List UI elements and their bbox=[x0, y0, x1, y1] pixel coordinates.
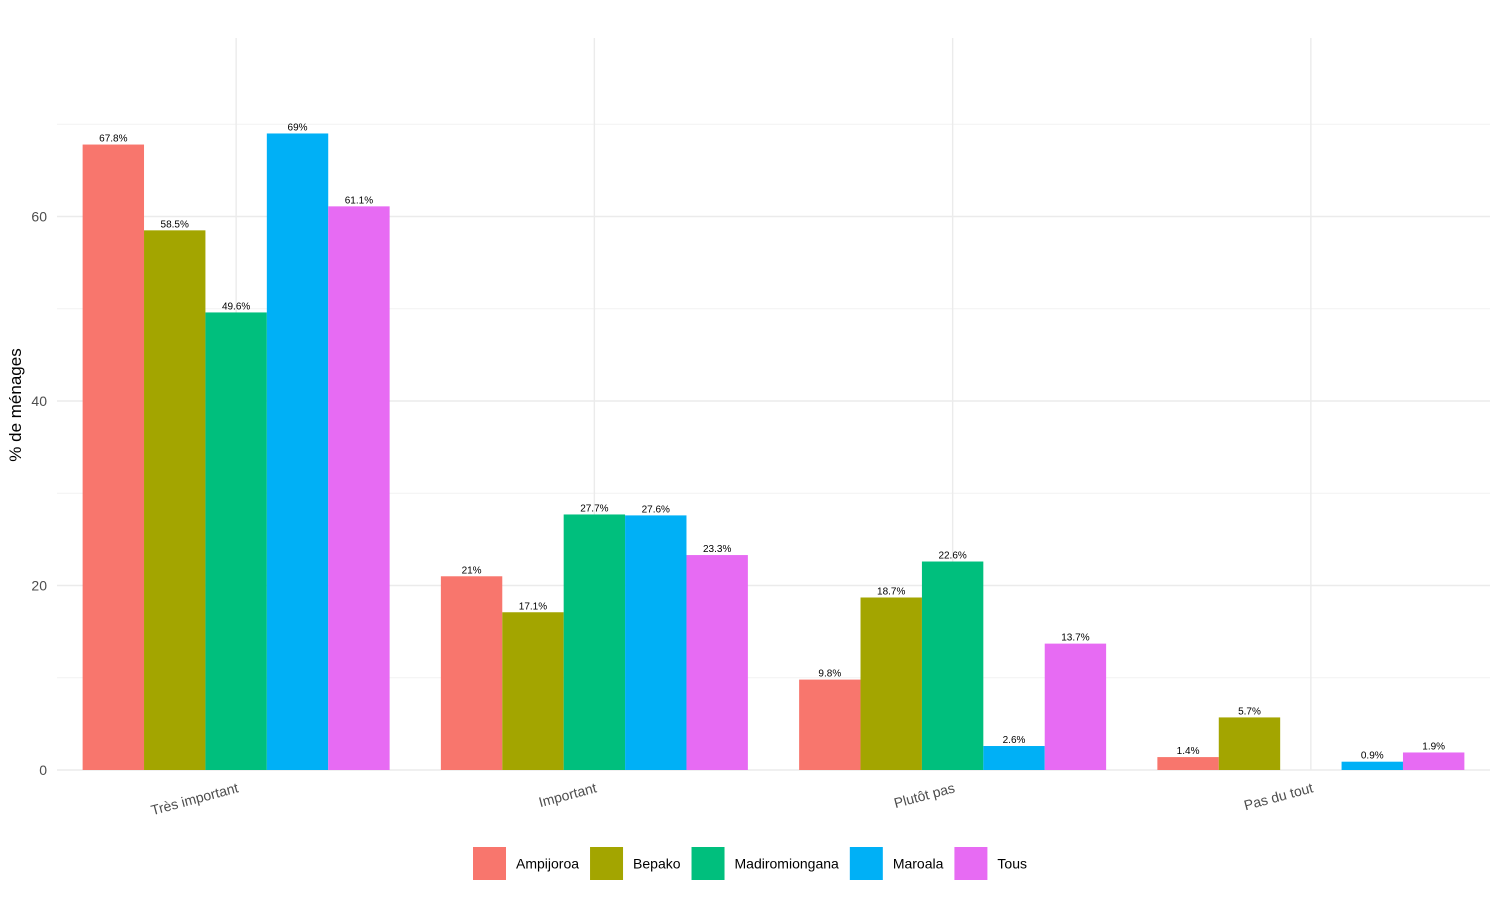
bar bbox=[983, 746, 1045, 770]
bar bbox=[563, 514, 626, 770]
legend: Ampijoroa Bepako Madiromiongana Maroala Tous bbox=[473, 847, 1027, 880]
data-label: 67.8% bbox=[99, 134, 127, 145]
y-tick-label: 0 bbox=[39, 762, 47, 778]
data-label: 18.7% bbox=[877, 586, 905, 597]
data-label: 49.6% bbox=[222, 301, 250, 312]
bar bbox=[328, 206, 390, 771]
data-label: 61.1% bbox=[345, 195, 373, 206]
y-tick-label: 40 bbox=[31, 393, 47, 409]
data-label: 17.1% bbox=[519, 601, 547, 612]
data-label: 69% bbox=[288, 122, 308, 133]
data-label: 1.9% bbox=[1422, 741, 1445, 752]
data-label: 27.7% bbox=[580, 503, 608, 514]
x-tick-label: Très important bbox=[149, 779, 240, 818]
bar bbox=[799, 679, 861, 770]
data-label: 21% bbox=[462, 565, 482, 576]
data-label: 0.9% bbox=[1361, 751, 1384, 762]
data-label: 22.6% bbox=[938, 551, 966, 562]
x-tick-label: Plutôt pas bbox=[892, 779, 956, 811]
bar bbox=[860, 597, 922, 770]
bar bbox=[82, 144, 145, 771]
data-label: 27.6% bbox=[642, 504, 670, 515]
bar bbox=[686, 555, 748, 770]
data-label: 1.4% bbox=[1177, 746, 1200, 757]
legend-key bbox=[691, 847, 725, 880]
x-tick-label: Important bbox=[537, 779, 598, 810]
data-label: 9.8% bbox=[818, 669, 841, 680]
data-label: 23.3% bbox=[703, 544, 731, 555]
bar bbox=[1341, 761, 1403, 770]
data-label: 13.7% bbox=[1061, 633, 1089, 644]
legend-label: Maroala bbox=[893, 856, 944, 872]
bar bbox=[1218, 717, 1281, 770]
legend-item: Maroala bbox=[849, 847, 944, 880]
x-tick-label: Pas du tout bbox=[1242, 779, 1315, 813]
bar bbox=[921, 561, 984, 770]
bar bbox=[502, 612, 564, 770]
data-label: 5.7% bbox=[1238, 706, 1261, 717]
bar bbox=[266, 133, 329, 771]
bar bbox=[625, 515, 687, 770]
y-tick-label: 60 bbox=[31, 209, 47, 225]
data-label: 58.5% bbox=[161, 219, 189, 230]
bars bbox=[82, 133, 1465, 771]
legend-key bbox=[954, 847, 988, 880]
legend-label: Tous bbox=[997, 856, 1027, 872]
bar bbox=[144, 230, 206, 770]
y-axis-title: % de ménages bbox=[6, 348, 25, 461]
legend-item: Madiromiongana bbox=[691, 847, 839, 880]
legend-label: Bepako bbox=[633, 856, 681, 872]
legend-item: Tous bbox=[954, 847, 1027, 880]
bar bbox=[205, 312, 267, 770]
data-labels: 67.8% 21% 9.8% 1.4% 58.5% 17.1% 18.7% 5.7% 49.6%… bbox=[99, 122, 1445, 761]
bar bbox=[1157, 757, 1219, 770]
y-tick-label: 20 bbox=[31, 578, 47, 594]
legend-key bbox=[590, 847, 624, 880]
bar bbox=[440, 576, 503, 770]
bar bbox=[1402, 752, 1465, 770]
legend-key bbox=[473, 847, 507, 880]
data-label: 2.6% bbox=[1003, 735, 1026, 746]
bar bbox=[1044, 643, 1107, 770]
legend-key bbox=[849, 847, 883, 880]
legend-item: Bepako bbox=[590, 847, 681, 880]
legend-label: Madiromiongana bbox=[735, 856, 839, 872]
legend-item: Ampijoroa bbox=[473, 847, 579, 880]
legend-label: Ampijoroa bbox=[516, 856, 579, 872]
